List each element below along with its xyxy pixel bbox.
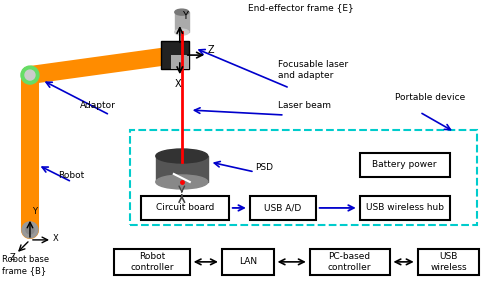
Circle shape (25, 70, 35, 80)
Text: Z: Z (208, 45, 214, 55)
Text: Focusable laser
and adapter: Focusable laser and adapter (278, 60, 348, 80)
Text: LAN: LAN (239, 257, 257, 266)
Text: Robot: Robot (58, 171, 84, 180)
Bar (130, 130, 478, 225)
Text: PSD: PSD (255, 163, 272, 172)
Bar (310, 249, 390, 275)
Text: PC-based
controller: PC-based controller (328, 252, 371, 272)
Text: X: X (175, 79, 182, 89)
Circle shape (171, 51, 179, 59)
Text: Battery power: Battery power (372, 160, 437, 170)
Text: Circuit board: Circuit board (156, 203, 214, 212)
Text: USB
wireless: USB wireless (430, 252, 467, 272)
Text: X: X (53, 234, 59, 243)
Bar (360, 153, 450, 177)
Text: Robot
controller: Robot controller (130, 252, 174, 272)
Bar (141, 196, 229, 220)
Circle shape (26, 226, 34, 234)
Text: Z: Z (10, 253, 16, 262)
Text: Y: Y (32, 207, 37, 216)
Text: Portable device: Portable device (394, 93, 465, 102)
Circle shape (167, 47, 183, 63)
Bar (156, 156, 208, 182)
Bar (171, 55, 189, 69)
Text: Laser beam: Laser beam (278, 101, 331, 110)
Ellipse shape (156, 175, 208, 189)
Bar (250, 196, 316, 220)
Circle shape (21, 66, 39, 84)
Ellipse shape (156, 149, 208, 163)
Text: Robot base
frame {B}: Robot base frame {B} (2, 255, 49, 275)
Text: USB A/D: USB A/D (264, 203, 302, 212)
Bar (175, 12, 189, 32)
Bar (222, 249, 274, 275)
Circle shape (22, 222, 38, 238)
Text: USB wireless hub: USB wireless hub (365, 203, 443, 212)
Text: Y: Y (182, 11, 188, 21)
Text: Adaptor: Adaptor (80, 101, 116, 110)
Text: End-effector frame {E}: End-effector frame {E} (248, 3, 353, 12)
Bar (114, 249, 190, 275)
Bar (418, 249, 480, 275)
Bar (360, 196, 450, 220)
Ellipse shape (175, 9, 189, 15)
Bar (161, 41, 189, 69)
Ellipse shape (175, 29, 189, 35)
